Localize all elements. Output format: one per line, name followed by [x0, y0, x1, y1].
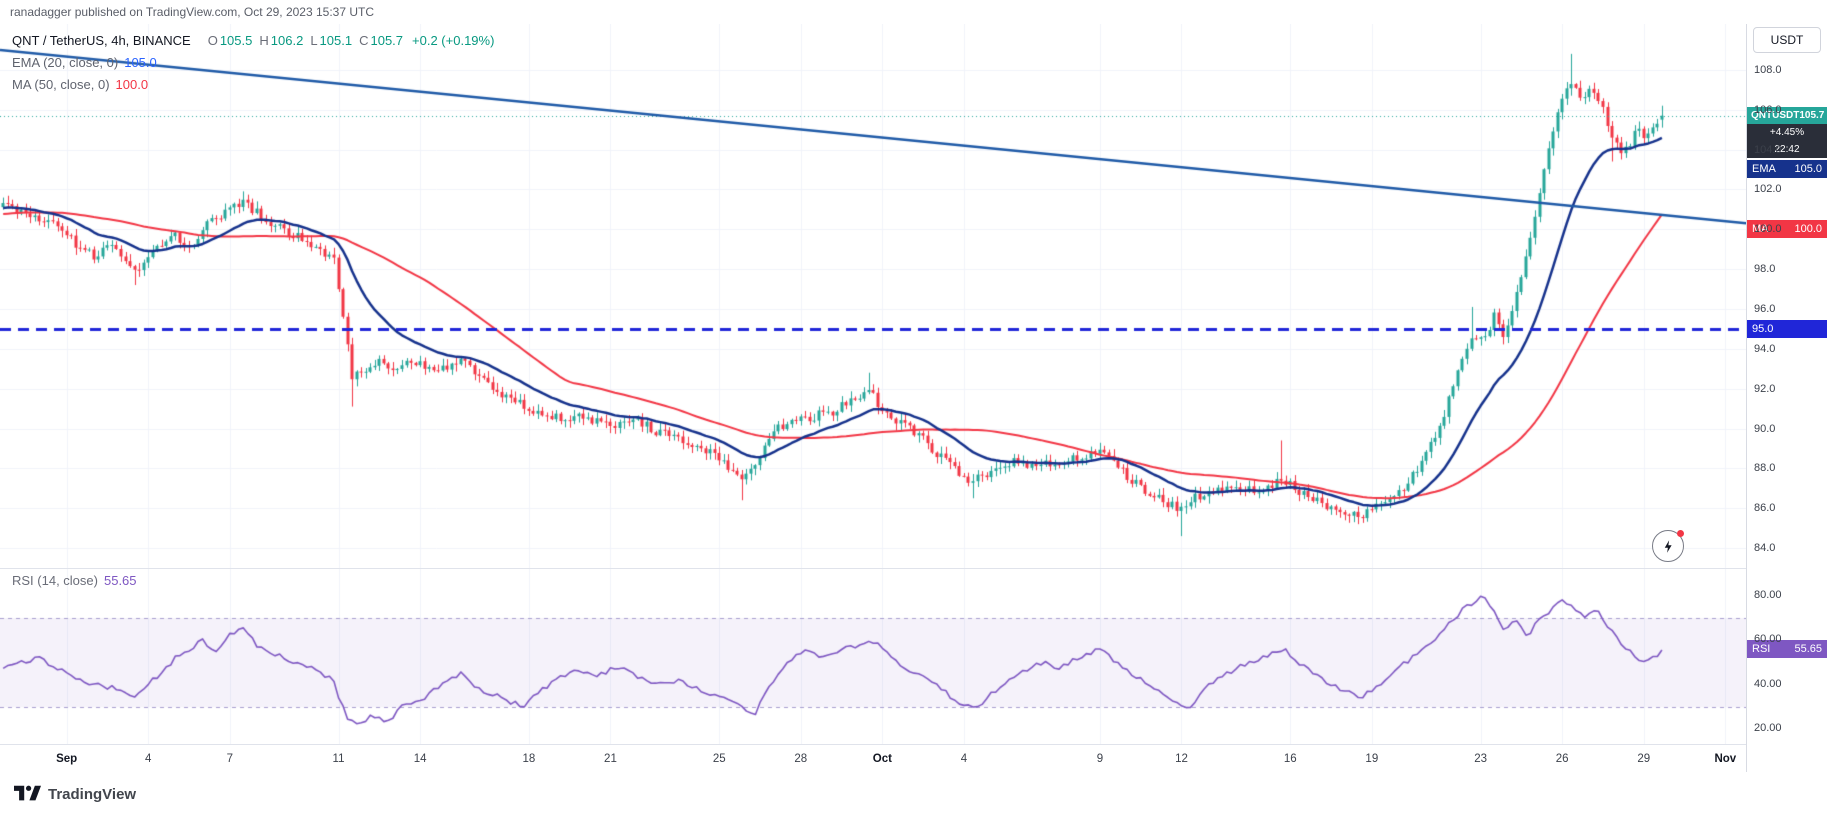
hline-price-label-value: 95.0	[1752, 322, 1774, 335]
rsi-tick-label: 40.00	[1754, 677, 1782, 690]
chart-legend: QNT / TetherUS, 4h, BINANCE O 105.5 H 106.…	[12, 29, 494, 95]
last-price-change: +4.45%	[1769, 127, 1805, 139]
ema-price-label: EMA 105.0	[1747, 160, 1827, 179]
ohlc-close-value: 105.7	[370, 32, 404, 48]
ma-indicator-value: 100.0	[115, 76, 149, 92]
time-tick-label: 12	[1175, 753, 1188, 765]
ma-price-label: MA 100.0	[1747, 220, 1827, 239]
time-tick-label: Oct	[872, 753, 892, 765]
last-price-symbol: QNTUSDT	[1751, 110, 1800, 122]
time-tick-label: 4	[144, 753, 152, 765]
price-tick-label: 84.0	[1754, 542, 1776, 555]
price-tick-label: 92.0	[1754, 382, 1776, 395]
ohlc-open-value: 105.5	[219, 32, 253, 48]
rsi-tick-label: 60.00	[1754, 633, 1782, 646]
symbol-title: QNT / TetherUS, 4h, BINANCE	[12, 32, 191, 48]
ohlc-open-label: O	[207, 32, 218, 48]
time-tick-label: 21	[604, 753, 617, 765]
ema-price-label-text: EMA	[1752, 163, 1776, 176]
price-tick-label: 96.0	[1754, 302, 1776, 315]
time-tick-label: 11	[332, 753, 345, 765]
time-tick-label: 4	[960, 753, 968, 765]
price-chart-canvas[interactable]	[0, 24, 1746, 568]
hline-price-label: 95.0	[1747, 319, 1827, 338]
currency-toggle-button[interactable]: USDT	[1753, 27, 1821, 53]
rsi-chart-canvas[interactable]	[0, 569, 1746, 745]
rsi-value-label-text: RSI	[1752, 642, 1771, 655]
price-tick-label: 88.0	[1754, 462, 1776, 475]
price-tick-label: 102.0	[1754, 183, 1782, 196]
bottom-bar: TradingView	[0, 773, 1827, 815]
tradingview-wordmark: TradingView	[48, 785, 137, 803]
time-tick-label: 28	[794, 753, 808, 765]
rsi-tick-label: 80.00	[1754, 588, 1782, 601]
lightning-icon	[1664, 539, 1672, 553]
time-axis[interactable]: Sep 4 7 11 14 18 21 25 28 Oct 4 9 12 16 19 23 26 29 Nov	[0, 744, 1746, 774]
tradingview-logo-icon	[14, 785, 41, 800]
time-tick-label: Sep	[56, 753, 78, 765]
rsi-indicator-value: 55.65	[103, 573, 137, 588]
rsi-value-label-value: 55.65	[1794, 642, 1822, 655]
time-tick-label: 9	[1096, 753, 1104, 765]
rsi-tick-label: 20.00	[1754, 722, 1782, 735]
time-tick-label: 29	[1637, 753, 1651, 765]
rsi-value-label: RSI 55.65	[1747, 639, 1827, 658]
rsi-pane: RSI (14, close) 55.65	[0, 568, 1746, 745]
time-tick-label: 19	[1365, 753, 1379, 765]
ema-indicator-label: EMA (20, close, 0)	[12, 54, 119, 70]
time-tick-label: 25	[712, 753, 726, 765]
price-tick-label: 104.0	[1754, 143, 1782, 156]
price-tick-label: 86.0	[1754, 502, 1776, 515]
ohlc-close-label: C	[359, 32, 369, 48]
ma-indicator-label: MA (50, close, 0)	[12, 76, 110, 92]
ma-price-label-value: 100.0	[1794, 223, 1822, 236]
price-tick-label: 90.0	[1754, 422, 1776, 435]
time-tick-label: 14	[413, 753, 427, 765]
ohlc-high-label: H	[259, 32, 269, 48]
ma-legend-row[interactable]: MA (50, close, 0) 100.0	[12, 73, 494, 95]
rsi-legend-row[interactable]: RSI (14, close) 55.65	[12, 573, 137, 588]
time-tick-label: 18	[522, 753, 536, 765]
ohlc-low-label: L	[310, 32, 318, 48]
time-tick-label: 7	[226, 753, 233, 765]
notification-dot	[1677, 530, 1684, 537]
ema-legend-row[interactable]: EMA (20, close, 0) 105.0	[12, 51, 494, 73]
time-tick-label: Nov	[1714, 753, 1737, 765]
price-tick-label: 106.0	[1754, 103, 1782, 116]
last-price-label: QNTUSDT 105.7 +4.45% 22:42	[1747, 107, 1827, 159]
price-axis[interactable]: USDT QNTUSDT 105.7 +4.45% 22:42 EMA 105.…	[1746, 24, 1827, 772]
price-tick-label: 108.0	[1754, 63, 1782, 76]
attribution-bar: ranadagger published on TradingView.com,…	[0, 0, 1827, 24]
price-pane: QNT / TetherUS, 4h, BINANCE O 105.5 H 106.…	[0, 24, 1746, 568]
symbol-legend-row[interactable]: QNT / TetherUS, 4h, BINANCE O 105.5 H 106.…	[12, 29, 494, 51]
ohlc-low-value: 105.1	[319, 32, 353, 48]
quick-trade-button[interactable]	[1652, 530, 1684, 562]
ohlc-high-value: 106.2	[270, 32, 304, 48]
ema-price-label-value: 105.0	[1794, 163, 1822, 176]
candle-countdown: 22:42	[1774, 144, 1800, 156]
change-value: +0.2 (+0.19%)	[412, 32, 495, 48]
price-tick-label: 100.0	[1754, 223, 1782, 236]
attribution-text: ranadagger published on TradingView.com,…	[10, 5, 375, 19]
time-tick-label: 23	[1474, 753, 1487, 765]
ma-price-label-text: MA	[1752, 223, 1769, 236]
last-price-value: 105.7	[1799, 110, 1825, 122]
price-tick-label: 98.0	[1754, 263, 1776, 276]
tradingview-home-link[interactable]: TradingView	[14, 784, 136, 805]
time-tick-label: 26	[1555, 753, 1569, 765]
time-tick-label: 16	[1283, 753, 1297, 765]
price-tick-label: 94.0	[1754, 342, 1776, 355]
rsi-indicator-label: RSI (14, close)	[12, 573, 98, 588]
ema-indicator-value: 105.0	[124, 54, 157, 70]
